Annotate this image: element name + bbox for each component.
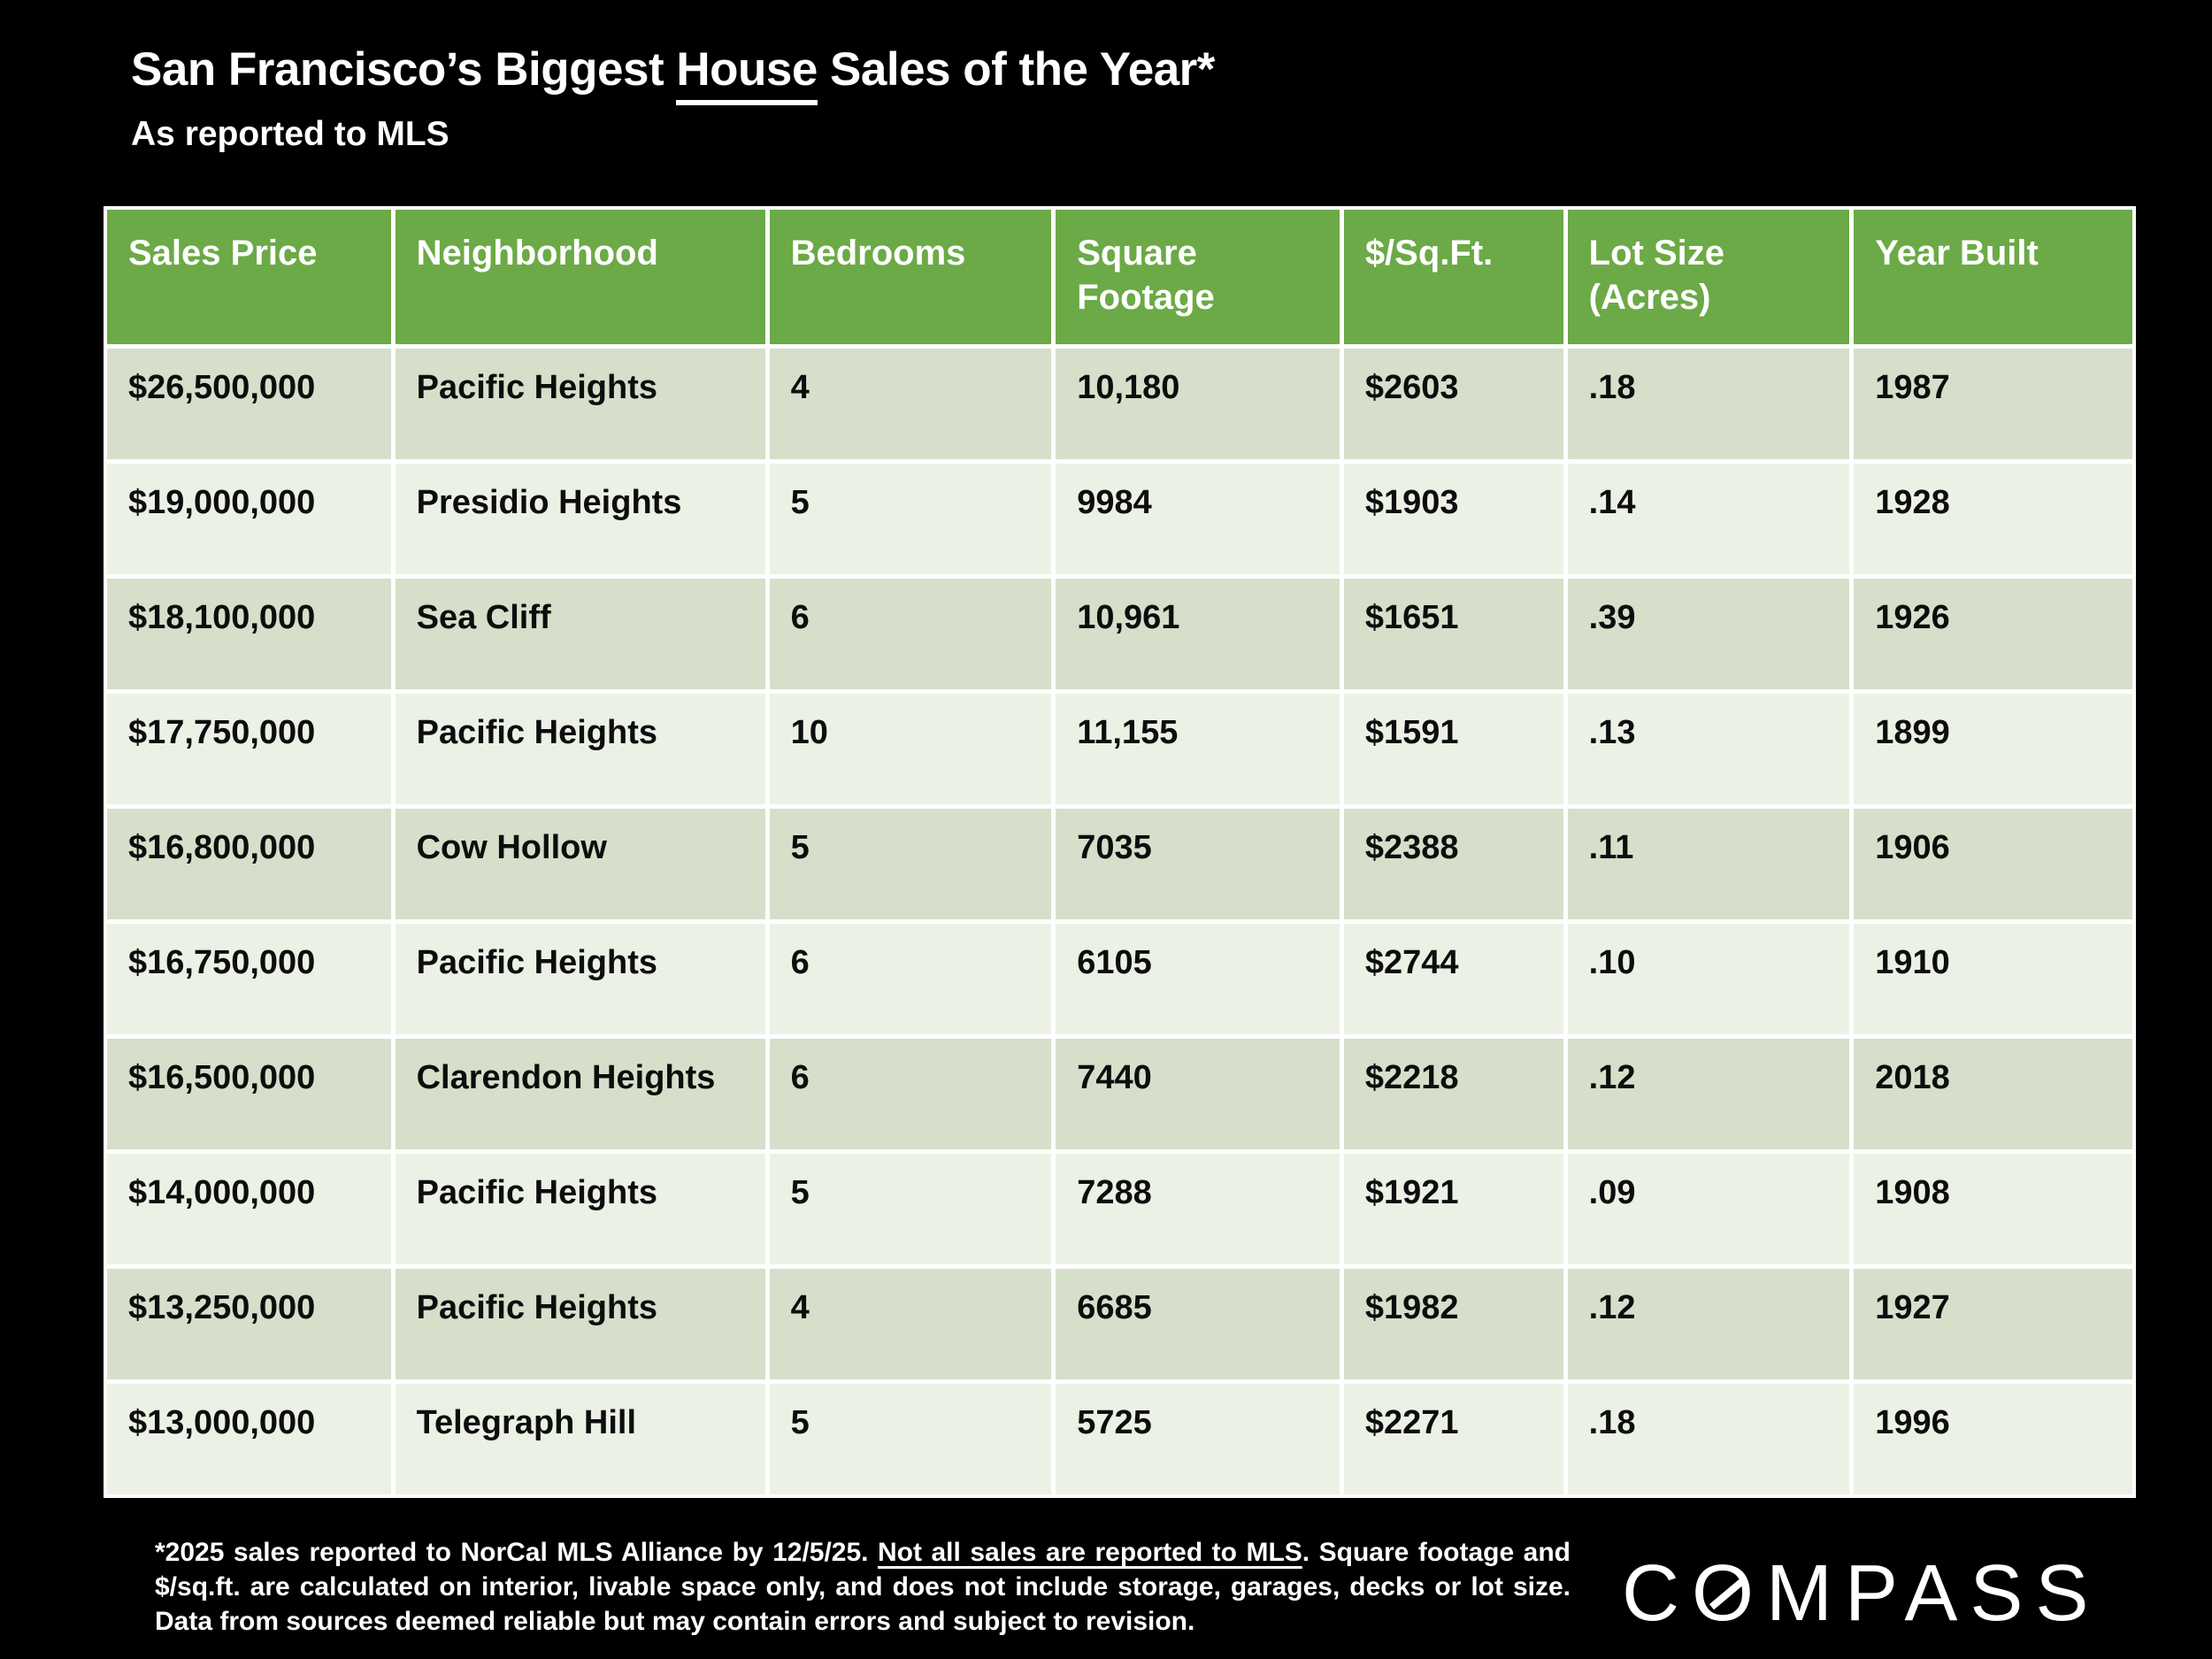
footnote-underlined: Not all sales are reported to MLS xyxy=(878,1538,1302,1567)
table-cell-row6-col2: Pacific Heights xyxy=(395,924,765,1034)
table-cell-row5-col1: $16,800,000 xyxy=(107,809,391,919)
table-cell-row6-col6: .10 xyxy=(1567,924,1850,1034)
table-cell-row1-col2: Pacific Heights xyxy=(395,349,765,459)
table-cell-row5-col7: 1906 xyxy=(1854,809,2132,919)
table-cell-row9-col2: Pacific Heights xyxy=(395,1269,765,1379)
table-cell-row7-col1: $16,500,000 xyxy=(107,1039,391,1149)
table-cell-row10-col1: $13,000,000 xyxy=(107,1384,391,1494)
table-cell-row1-col4: 10,180 xyxy=(1056,349,1340,459)
table-cell-row6-col7: 1910 xyxy=(1854,924,2132,1034)
table-cell-row3-col3: 6 xyxy=(769,579,1052,689)
table-cell-row1-col3: 4 xyxy=(769,349,1052,459)
table-cell-row9-col4: 6685 xyxy=(1056,1269,1340,1379)
table-cell-row8-col3: 5 xyxy=(769,1154,1052,1264)
column-header-sales-price: Sales Price xyxy=(107,210,391,344)
page-subtitle: As reported to MLS xyxy=(131,115,449,153)
compass-logo: COMPASS xyxy=(1622,1554,2101,1633)
table-cell-row6-col3: 6 xyxy=(769,924,1052,1034)
table-cell-row1-col1: $26,500,000 xyxy=(107,349,391,459)
table-cell-row5-col3: 5 xyxy=(769,809,1052,919)
table-cell-row8-col2: Pacific Heights xyxy=(395,1154,765,1264)
table-cell-row9-col3: 4 xyxy=(769,1269,1052,1379)
table-cell-row8-col1: $14,000,000 xyxy=(107,1154,391,1264)
table-cell-row4-col7: 1899 xyxy=(1854,694,2132,804)
column-header-square-footage: Square Footage xyxy=(1056,210,1340,344)
table-cell-row2-col2: Presidio Heights xyxy=(395,464,765,574)
title-part2: Sales of the Year* xyxy=(817,43,1215,96)
footnote-part1: *2025 sales reported to NorCal MLS Allia… xyxy=(155,1538,879,1567)
table-cell-row3-col4: 10,961 xyxy=(1056,579,1340,689)
table-cell-row10-col3: 5 xyxy=(769,1384,1052,1494)
table-cell-row5-col4: 7035 xyxy=(1056,809,1340,919)
table-cell-row5-col5: $2388 xyxy=(1343,809,1563,919)
table-cell-row7-col3: 6 xyxy=(769,1039,1052,1149)
table-cell-row9-col6: .12 xyxy=(1567,1269,1850,1379)
table-cell-row3-col6: .39 xyxy=(1567,579,1850,689)
table-cell-row2-col6: .14 xyxy=(1567,464,1850,574)
table-cell-row9-col1: $13,250,000 xyxy=(107,1269,391,1379)
title-underlined-word: House xyxy=(676,43,818,105)
table-cell-row10-col6: .18 xyxy=(1567,1384,1850,1494)
table-cell-row4-col4: 11,155 xyxy=(1056,694,1340,804)
table-cell-row2-col3: 5 xyxy=(769,464,1052,574)
page-title: San Francisco’s Biggest House Sales of t… xyxy=(131,42,1215,105)
table-cell-row6-col5: $2744 xyxy=(1343,924,1563,1034)
table-cell-row7-col2: Clarendon Heights xyxy=(395,1039,765,1149)
footnote-part2: . Square footage and $/sq.ft. are calcul… xyxy=(155,1538,1571,1636)
table-cell-row10-col7: 1996 xyxy=(1854,1384,2132,1494)
table-cell-row4-col6: .13 xyxy=(1567,694,1850,804)
table-cell-row9-col5: $1982 xyxy=(1343,1269,1563,1379)
column-header-bedrooms: Bedrooms xyxy=(769,210,1052,344)
table-cell-row4-col1: $17,750,000 xyxy=(107,694,391,804)
compass-needle-o-icon: O xyxy=(1692,1549,1767,1638)
table-cell-row4-col2: Pacific Heights xyxy=(395,694,765,804)
table-cell-row1-col7: 1987 xyxy=(1854,349,2132,459)
title-part1: San Francisco’s Biggest xyxy=(131,43,677,96)
table-cell-row8-col5: $1921 xyxy=(1343,1154,1563,1264)
column-header-price-per-sqft: $/Sq.Ft. xyxy=(1343,210,1563,344)
column-header-neighborhood: Neighborhood xyxy=(395,210,765,344)
table-cell-row10-col2: Telegraph Hill xyxy=(395,1384,765,1494)
table-cell-row7-col7: 2018 xyxy=(1854,1039,2132,1149)
table-cell-row8-col4: 7288 xyxy=(1056,1154,1340,1264)
compass-logo-c: C xyxy=(1622,1549,1692,1638)
table-cell-row3-col5: $1651 xyxy=(1343,579,1563,689)
table-cell-row2-col5: $1903 xyxy=(1343,464,1563,574)
table-cell-row7-col6: .12 xyxy=(1567,1039,1850,1149)
table-cell-row6-col4: 6105 xyxy=(1056,924,1340,1034)
footnote: *2025 sales reported to NorCal MLS Allia… xyxy=(155,1535,1571,1639)
table-cell-row3-col2: Sea Cliff xyxy=(395,579,765,689)
sales-table: Sales Price Neighborhood Bedrooms Square… xyxy=(104,206,2136,1498)
table-cell-row5-col2: Cow Hollow xyxy=(395,809,765,919)
table-cell-row3-col7: 1926 xyxy=(1854,579,2132,689)
compass-logo-mpass: MPASS xyxy=(1766,1549,2101,1638)
table-cell-row2-col7: 1928 xyxy=(1854,464,2132,574)
column-header-lot-size: Lot Size (Acres) xyxy=(1567,210,1850,344)
table-cell-row8-col7: 1908 xyxy=(1854,1154,2132,1264)
table-cell-row1-col5: $2603 xyxy=(1343,349,1563,459)
table-cell-row4-col5: $1591 xyxy=(1343,694,1563,804)
table-cell-row4-col3: 10 xyxy=(769,694,1052,804)
column-header-year-built: Year Built xyxy=(1854,210,2132,344)
table-cell-row2-col1: $19,000,000 xyxy=(107,464,391,574)
table-cell-row10-col5: $2271 xyxy=(1343,1384,1563,1494)
table-cell-row7-col4: 7440 xyxy=(1056,1039,1340,1149)
table-cell-row2-col4: 9984 xyxy=(1056,464,1340,574)
table-cell-row3-col1: $18,100,000 xyxy=(107,579,391,689)
table-cell-row7-col5: $2218 xyxy=(1343,1039,1563,1149)
table-cell-row6-col1: $16,750,000 xyxy=(107,924,391,1034)
table-cell-row9-col7: 1927 xyxy=(1854,1269,2132,1379)
table-cell-row10-col4: 5725 xyxy=(1056,1384,1340,1494)
table-cell-row5-col6: .11 xyxy=(1567,809,1850,919)
table-cell-row8-col6: .09 xyxy=(1567,1154,1850,1264)
table-cell-row1-col6: .18 xyxy=(1567,349,1850,459)
